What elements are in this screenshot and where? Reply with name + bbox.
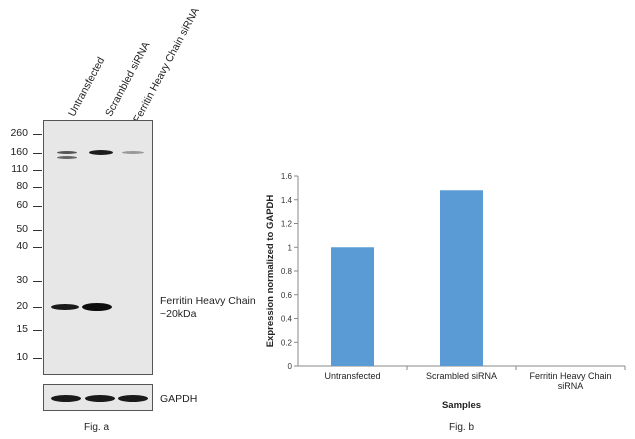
ferritin-band-label-line1: Ferritin Heavy Chain <box>160 295 256 307</box>
fig-b-caption: Fig. b <box>449 422 475 433</box>
mw-tick <box>33 281 42 282</box>
mw-marker-60: 60 <box>16 199 28 211</box>
ferritin-band-label-line2: ~20kDa <box>160 308 197 320</box>
mw-marker-40: 40 <box>16 240 28 252</box>
band-160-lane3 <box>122 151 144 154</box>
blot-membrane-gapdh <box>43 384 153 411</box>
mw-marker-110: 110 <box>11 163 28 175</box>
y-axis-title: Expression normalized to GAPDH <box>265 195 276 348</box>
y-tick-label: 0.6 <box>281 291 293 300</box>
mw-tick <box>33 330 42 331</box>
band-ferritin-lane2 <box>82 303 112 311</box>
band-150-lane1 <box>57 156 77 159</box>
y-tick-label: 1.6 <box>281 172 293 181</box>
band-gapdh-lane1 <box>51 395 81 402</box>
mw-tick <box>33 230 42 231</box>
mw-tick <box>33 307 42 308</box>
band-gapdh-lane2 <box>85 395 115 402</box>
mw-marker-15: 15 <box>16 323 28 335</box>
mw-marker-50: 50 <box>16 223 28 235</box>
x-category-label: Scrambled siRNA <box>426 371 497 381</box>
x-axis-title: Samples <box>442 400 481 411</box>
mw-marker-30: 30 <box>16 274 28 286</box>
band-ferritin-lane1 <box>51 304 79 310</box>
mw-marker-160: 160 <box>10 146 28 158</box>
mw-marker-80: 80 <box>16 180 28 192</box>
mw-tick <box>33 206 42 207</box>
blot-membrane-main <box>43 120 153 375</box>
mw-marker-10: 10 <box>16 351 28 363</box>
band-160-lane1 <box>57 151 77 154</box>
band-gapdh-lane3 <box>118 395 148 402</box>
mw-tick <box>33 153 42 154</box>
mw-tick <box>33 170 42 171</box>
mw-tick <box>33 187 42 188</box>
y-tick-label: 1.4 <box>281 196 293 205</box>
y-tick-label: 0.4 <box>281 315 293 324</box>
bar <box>331 247 374 366</box>
fig-a-caption: Fig. a <box>84 422 110 433</box>
ferritin-band-label: Ferritin Heavy Chain ~20kDa <box>160 295 256 321</box>
mw-tick <box>33 358 42 359</box>
mw-tick <box>33 247 42 248</box>
bar <box>440 190 483 366</box>
y-tick-label: 0.8 <box>281 267 293 276</box>
x-category-label: Ferritin Heavy Chain siRNA <box>529 371 611 391</box>
y-tick-label: 1 <box>288 243 293 252</box>
y-tick-label: 0.2 <box>281 338 293 347</box>
y-tick-label: 0 <box>288 362 293 371</box>
mw-tick <box>33 134 42 135</box>
y-tick-label: 1.2 <box>281 220 293 229</box>
mw-marker-260: 260 <box>10 127 28 139</box>
gapdh-label: GAPDH <box>160 393 198 405</box>
mw-marker-20: 20 <box>16 300 28 312</box>
band-160-lane2 <box>89 150 113 155</box>
x-category-label: Untransfected <box>324 371 380 381</box>
